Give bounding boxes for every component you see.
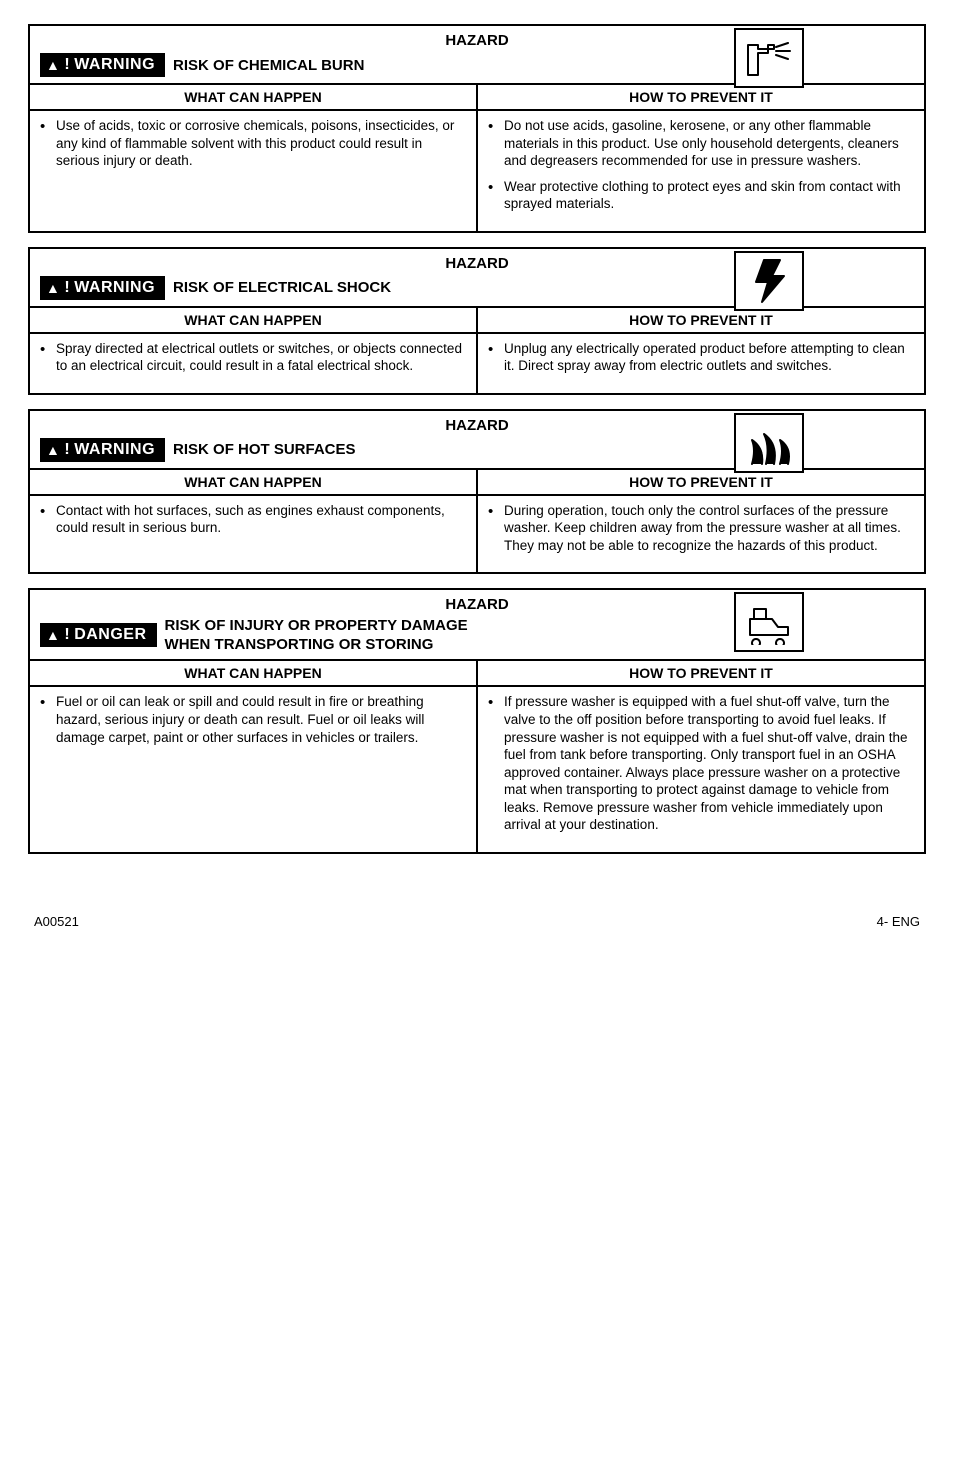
columns: WHAT CAN HAPPEN Spray directed at electr… — [30, 306, 924, 393]
col-right-header: HOW TO PREVENT IT — [478, 661, 924, 687]
list-item: During operation, touch only the control… — [488, 502, 914, 555]
col-left: WHAT CAN HAPPEN Spray directed at electr… — [30, 308, 476, 393]
list-item: Contact with hot surfaces, such as engin… — [40, 502, 466, 537]
col-right-header: HOW TO PREVENT IT — [478, 470, 924, 496]
col-left-header: WHAT CAN HAPPEN — [30, 470, 476, 496]
col-left: WHAT CAN HAPPEN Use of acids, toxic or c… — [30, 85, 476, 231]
hazard-icon — [734, 28, 804, 88]
col-left-body: Contact with hot surfaces, such as engin… — [30, 496, 476, 555]
col-right-body: During operation, touch only the control… — [478, 496, 924, 573]
warning-pill: ▲! DANGER — [40, 623, 157, 647]
hazard-icon — [734, 251, 804, 311]
warning-bang: ! — [64, 56, 70, 74]
warning-bang: ! — [64, 626, 70, 644]
list-item: Do not use acids, gasoline, kerosene, or… — [488, 117, 914, 170]
warning-triangle-icon: ▲ — [46, 58, 60, 72]
warning-subtitle: RISK OF INJURY OR PROPERTY DAMAGE — [165, 617, 468, 634]
col-right: HOW TO PREVENT IT If pressure washer is … — [476, 661, 924, 851]
hazard-box: HAZARD ▲! WARNING RISK OF ELECTRICAL SHO… — [28, 247, 926, 395]
warning-triangle-icon: ▲ — [46, 628, 60, 642]
list-item: Use of acids, toxic or corrosive chemica… — [40, 117, 466, 170]
warning-pill: ▲! WARNING — [40, 53, 165, 77]
warning-subtitle-wrap: RISK OF CHEMICAL BURN — [173, 57, 364, 74]
warning-subtitle: RISK OF CHEMICAL BURN — [173, 57, 364, 74]
list-item: Unplug any electrically operated product… — [488, 340, 914, 375]
col-left: WHAT CAN HAPPEN Contact with hot surface… — [30, 470, 476, 573]
col-right: HOW TO PREVENT IT During operation, touc… — [476, 470, 924, 573]
warning-pill-text: WARNING — [74, 279, 155, 297]
hazard-box: HAZARD ▲! WARNING RISK OF HOT SURFACES W… — [28, 409, 926, 575]
warning-bang: ! — [64, 279, 70, 297]
columns: WHAT CAN HAPPEN Contact with hot surface… — [30, 468, 924, 573]
col-right-header: HOW TO PREVENT IT — [478, 85, 924, 111]
hazard-box: HAZARD ▲! WARNING RISK OF CHEMICAL BURN … — [28, 24, 926, 233]
warning-triangle-icon: ▲ — [46, 281, 60, 295]
footer-left: A00521 — [34, 914, 79, 929]
col-left-header: WHAT CAN HAPPEN — [30, 308, 476, 334]
warning-subtitle: RISK OF ELECTRICAL SHOCK — [173, 279, 391, 296]
warning-bang: ! — [64, 441, 70, 459]
list-item: Spray directed at electrical outlets or … — [40, 340, 466, 375]
list-item: If pressure washer is equipped with a fu… — [488, 693, 914, 833]
warning-subtitle-2: WHEN TRANSPORTING OR STORING — [165, 636, 468, 653]
warning-subtitle: RISK OF HOT SURFACES — [173, 441, 356, 458]
list-item: Wear protective clothing to protect eyes… — [488, 178, 914, 213]
col-right-header: HOW TO PREVENT IT — [478, 308, 924, 334]
col-right-body: If pressure washer is equipped with a fu… — [478, 687, 924, 851]
list-item: Fuel or oil can leak or spill and could … — [40, 693, 466, 746]
col-right-body: Do not use acids, gasoline, kerosene, or… — [478, 111, 924, 231]
col-left-header: WHAT CAN HAPPEN — [30, 85, 476, 111]
hazard-icon — [734, 413, 804, 473]
hazard-header: HAZARD ▲! WARNING RISK OF CHEMICAL BURN — [30, 26, 924, 83]
col-right: HOW TO PREVENT IT Do not use acids, gaso… — [476, 85, 924, 231]
warning-subtitle-wrap: RISK OF ELECTRICAL SHOCK — [173, 279, 391, 296]
warning-subtitle-wrap: RISK OF INJURY OR PROPERTY DAMAGE WHEN T… — [165, 617, 468, 653]
footer-right: 4- ENG — [877, 914, 920, 929]
columns: WHAT CAN HAPPEN Fuel or oil can leak or … — [30, 659, 924, 851]
col-right: HOW TO PREVENT IT Unplug any electricall… — [476, 308, 924, 393]
col-left-header: WHAT CAN HAPPEN — [30, 661, 476, 687]
warning-pill-text: DANGER — [74, 626, 146, 644]
hazard-box: HAZARD ▲! DANGER RISK OF INJURY OR PROPE… — [28, 588, 926, 853]
warning-subtitle-wrap: RISK OF HOT SURFACES — [173, 441, 356, 458]
hazard-header: HAZARD ▲! WARNING RISK OF ELECTRICAL SHO… — [30, 249, 924, 306]
col-left: WHAT CAN HAPPEN Fuel or oil can leak or … — [30, 661, 476, 851]
warning-pill-text: WARNING — [74, 56, 155, 74]
col-left-body: Spray directed at electrical outlets or … — [30, 334, 476, 393]
warning-pill-text: WARNING — [74, 441, 155, 459]
warning-pill: ▲! WARNING — [40, 276, 165, 300]
hazard-header: HAZARD ▲! DANGER RISK OF INJURY OR PROPE… — [30, 590, 924, 659]
columns: WHAT CAN HAPPEN Use of acids, toxic or c… — [30, 83, 924, 231]
col-left-body: Use of acids, toxic or corrosive chemica… — [30, 111, 476, 188]
hazard-icon — [734, 592, 804, 652]
hazard-header: HAZARD ▲! WARNING RISK OF HOT SURFACES — [30, 411, 924, 468]
col-left-body: Fuel or oil can leak or spill and could … — [30, 687, 476, 764]
col-right-body: Unplug any electrically operated product… — [478, 334, 924, 393]
warning-triangle-icon: ▲ — [46, 443, 60, 457]
warning-pill: ▲! WARNING — [40, 438, 165, 462]
